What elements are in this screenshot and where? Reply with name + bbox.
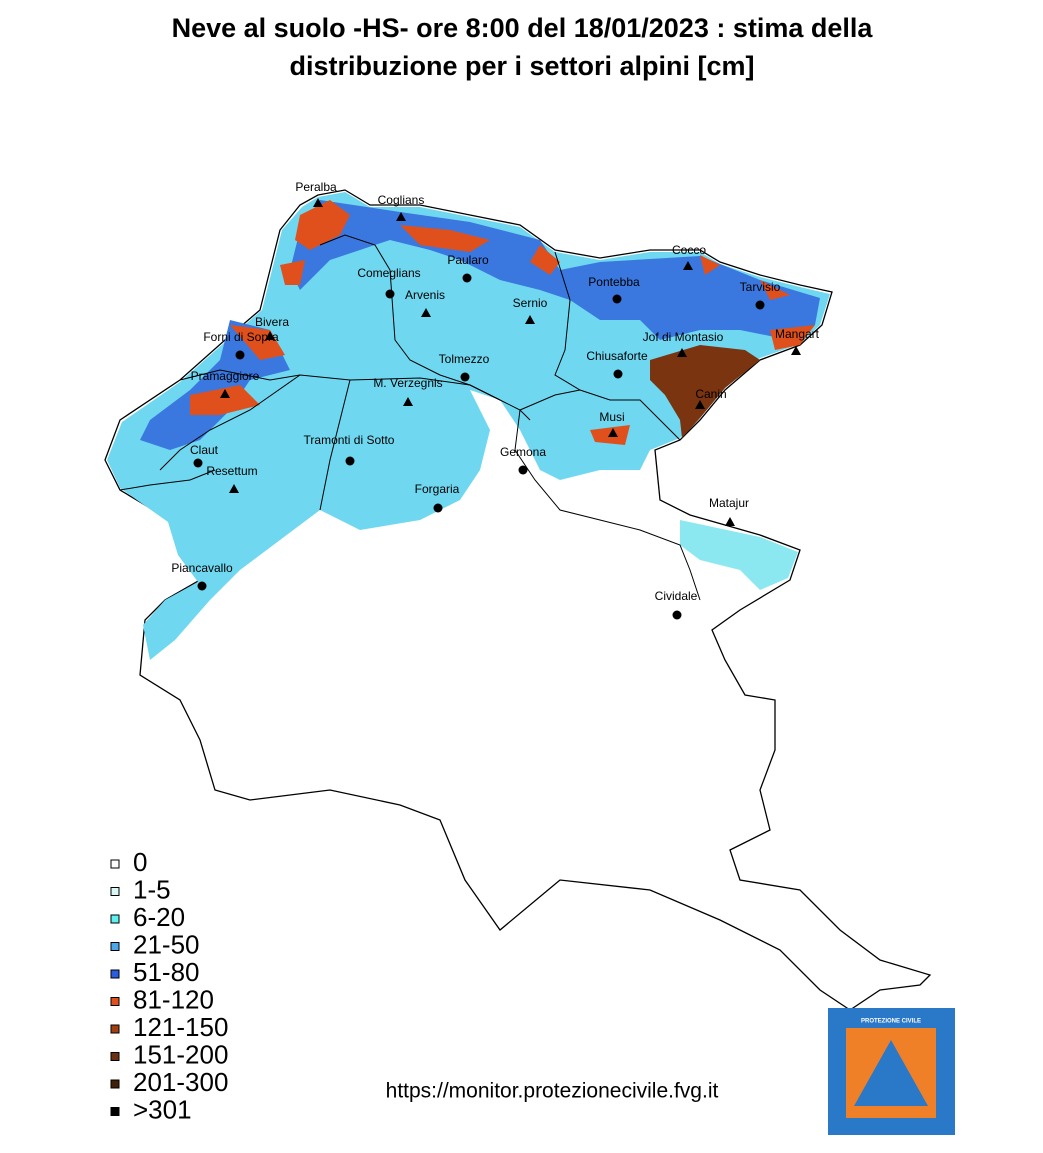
town-marker	[462, 273, 472, 283]
legend-label: 6-20	[133, 902, 185, 932]
place-label: Jof di Montasio	[643, 330, 724, 344]
place-label: Mangart	[775, 327, 820, 341]
sector-boundaries	[119, 234, 701, 601]
peak-marker	[421, 308, 431, 317]
peak-marker	[265, 331, 275, 340]
place-label: Piancavallo	[171, 561, 233, 575]
legend-label: 1-5	[133, 874, 171, 904]
boundary	[514, 409, 701, 601]
snow-extreme	[650, 345, 760, 438]
boundary	[119, 469, 216, 491]
places: Peralba Coglians Paularo Comeglians Arvenis S…	[171, 180, 820, 620]
place-label: Chiusaforte	[586, 349, 648, 363]
town-marker	[235, 350, 245, 360]
town-marker	[345, 456, 355, 466]
legend-label: >301	[133, 1094, 192, 1124]
legend-label: 51-80	[133, 957, 200, 987]
legend-swatch	[110, 1024, 120, 1034]
peak-marker	[313, 198, 323, 207]
place-label: Canin	[695, 387, 726, 401]
place-label: Forgaria	[415, 482, 460, 496]
place-label: Forni di Sopra	[203, 330, 279, 344]
place-label: Arvenis	[405, 288, 445, 302]
legend-swatch	[110, 969, 120, 979]
place-label: Claut	[190, 443, 219, 457]
town-marker	[755, 300, 765, 310]
town-marker	[197, 581, 207, 591]
logo: PROTEZIONE CIVILE	[828, 1008, 955, 1135]
snow-deep	[140, 320, 290, 450]
place-label: M. Verzegnis	[373, 376, 442, 390]
legend-swatch	[110, 887, 120, 896]
region	[104, 189, 932, 1011]
boundary	[319, 379, 351, 511]
peak-marker	[229, 484, 239, 493]
place-label: Sernio	[513, 296, 548, 310]
legend: 01-56-2021-5051-8081-120121-150151-20020…	[110, 847, 228, 1124]
peak-marker	[725, 517, 735, 526]
boundary	[179, 369, 531, 421]
place-label: Bivera	[255, 315, 289, 329]
town-marker	[385, 289, 395, 299]
place-label: Cividale	[655, 589, 698, 603]
town-marker	[672, 610, 682, 620]
boundary	[519, 389, 581, 411]
peak-marker	[791, 346, 801, 355]
peak-marker	[396, 212, 406, 221]
place-label: Tarvisio	[740, 280, 781, 294]
logo-text: PROTEZIONE CIVILE	[861, 1019, 921, 1025]
town-marker	[613, 369, 623, 379]
town-marker	[433, 503, 443, 513]
place-label: Gemona	[500, 445, 546, 459]
place-label: Tolmezzo	[439, 352, 490, 366]
town-marker	[518, 465, 528, 475]
title-line: Neve al suolo -HS- ore 8:00 del 18/01/20…	[172, 13, 874, 43]
peak-marker	[403, 397, 413, 406]
place-label: Resettum	[206, 464, 257, 478]
place-label: Matajur	[709, 496, 749, 510]
boundary	[319, 234, 501, 401]
town-marker	[612, 294, 622, 304]
source-url: https://monitor.protezionecivile.fvg.it	[386, 1080, 719, 1103]
place-label: Coglians	[378, 193, 425, 207]
town-marker	[460, 372, 470, 382]
legend-label: 151-200	[133, 1039, 228, 1069]
peak-marker	[677, 348, 687, 357]
legend-swatch	[110, 997, 120, 1006]
legend-swatch	[110, 914, 120, 924]
legend-label: 0	[133, 847, 147, 877]
place-label: Peralba	[295, 180, 337, 194]
place-label: Comeglians	[357, 266, 420, 280]
place-label: Pontebba	[588, 275, 640, 289]
place-label: Cocco	[672, 243, 706, 257]
peak-marker	[683, 261, 693, 270]
legend-swatch	[110, 1052, 120, 1061]
peak-marker	[525, 315, 535, 324]
legend-label: 81-120	[133, 984, 214, 1014]
title-line: distribuzione per i settori alpini [cm]	[289, 51, 754, 81]
peak-marker	[695, 400, 705, 409]
legend-swatch	[110, 942, 120, 951]
legend-swatch	[110, 859, 120, 869]
legend-swatch	[110, 1079, 120, 1089]
place-label: Tramonti di Sotto	[304, 433, 395, 447]
legend-label: 21-50	[133, 929, 200, 959]
legend-label: 121-150	[133, 1012, 228, 1042]
place-label: Pramaggiore	[191, 369, 260, 383]
legend-label: 201-300	[133, 1067, 228, 1097]
town-marker	[193, 458, 203, 468]
peak-marker	[608, 428, 618, 437]
place-label: Musi	[599, 410, 624, 424]
peak-marker	[220, 389, 230, 398]
place-label: Paularo	[447, 253, 489, 267]
snow-area-east	[680, 520, 798, 590]
legend-swatch	[110, 1107, 120, 1116]
logo-triangle	[854, 1040, 928, 1106]
boundary	[159, 374, 301, 471]
